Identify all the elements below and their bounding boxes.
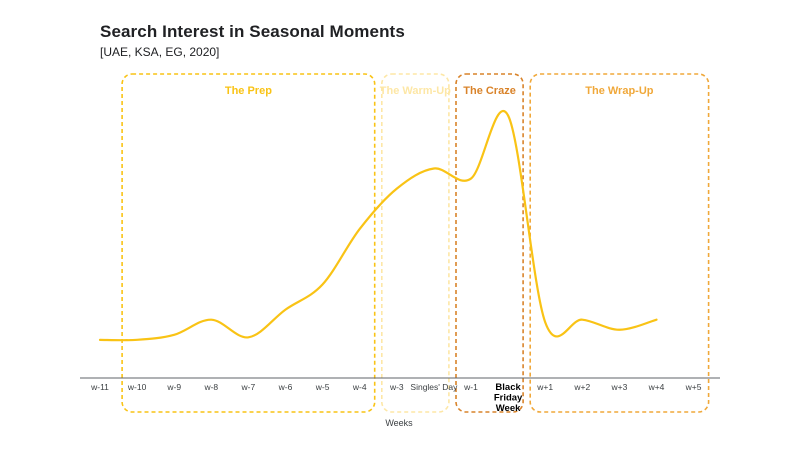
x-tick-label: w+4	[648, 382, 665, 392]
chart-title: Search Interest in Seasonal Moments	[100, 22, 405, 41]
phase-label: The Wrap-Up	[585, 85, 654, 97]
x-tick-label: w-4	[352, 382, 367, 392]
series-lines	[98, 110, 658, 342]
x-tick-label: w-9	[166, 382, 181, 392]
x-tick-label: w+3	[610, 382, 627, 392]
series-line	[98, 110, 658, 342]
phase-the-craze: The Craze	[455, 73, 524, 413]
x-tick-label: w-11	[90, 382, 109, 392]
x-tick-label: Singles' Day	[410, 382, 458, 392]
phase-label: The Warm-Up	[380, 85, 451, 97]
x-tick-label: w-5	[315, 382, 330, 392]
x-tick-labels: w-11 w-10 w-9 w-8 w-7 w-6 w-5 w-4 w-3 Singles' Da…	[90, 382, 702, 414]
x-tick-label: w+5	[685, 382, 702, 392]
x-tick-label: w-7	[241, 382, 256, 392]
phase-boxes: The Prep The Warm-Up The Craze The Wrap-Up	[121, 73, 710, 413]
phase-box	[529, 73, 710, 413]
phase-the-prep: The Prep	[121, 73, 376, 413]
x-tick-label: Black Friday Week	[494, 382, 523, 414]
x-tick-label: w-8	[203, 382, 218, 392]
phase-the-wrap-up: The Wrap-Up	[529, 73, 710, 413]
chart-subtitle: [UAE, KSA, EG, 2020]	[100, 45, 220, 59]
phase-box	[455, 73, 524, 413]
x-tick-label: w-6	[278, 382, 293, 392]
phase-the-warm-up: The Warm-Up	[380, 73, 451, 413]
x-tick-label: w-1	[463, 382, 478, 392]
x-axis-title: Weeks	[385, 418, 413, 428]
phase-label: The Prep	[225, 85, 272, 97]
x-tick-label: w+2	[573, 382, 590, 392]
x-tick-label: w+1	[536, 382, 553, 392]
x-tick-label: w-3	[389, 382, 404, 392]
phase-label: The Craze	[463, 85, 516, 97]
phase-box	[380, 73, 450, 413]
phase-box	[121, 73, 376, 413]
x-tick-label: w-10	[127, 382, 147, 392]
